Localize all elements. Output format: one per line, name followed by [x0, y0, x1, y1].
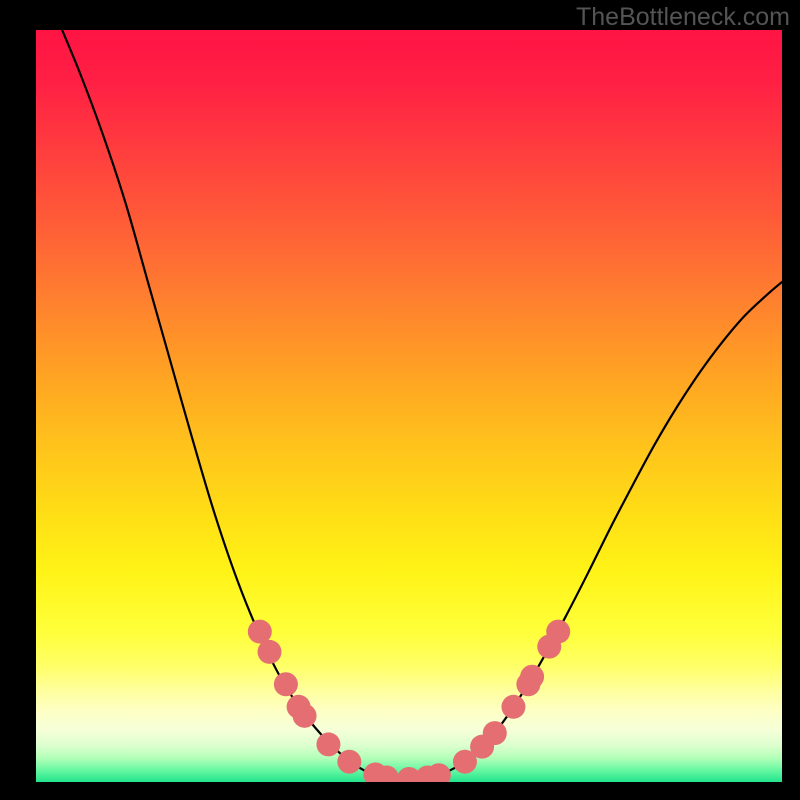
data-marker: [258, 640, 282, 664]
data-marker: [520, 665, 544, 689]
data-marker: [316, 732, 340, 756]
data-marker: [501, 695, 525, 719]
data-marker: [293, 704, 317, 728]
data-marker: [546, 620, 570, 644]
plot-area: [36, 30, 782, 782]
watermark-text: TheBottleneck.com: [576, 3, 790, 32]
data-marker: [274, 672, 298, 696]
bottleneck-curve: [62, 30, 782, 780]
data-marker: [483, 721, 507, 745]
chart-frame: TheBottleneck.com: [0, 0, 800, 800]
chart-overlay: [36, 30, 782, 782]
data-marker: [337, 750, 361, 774]
